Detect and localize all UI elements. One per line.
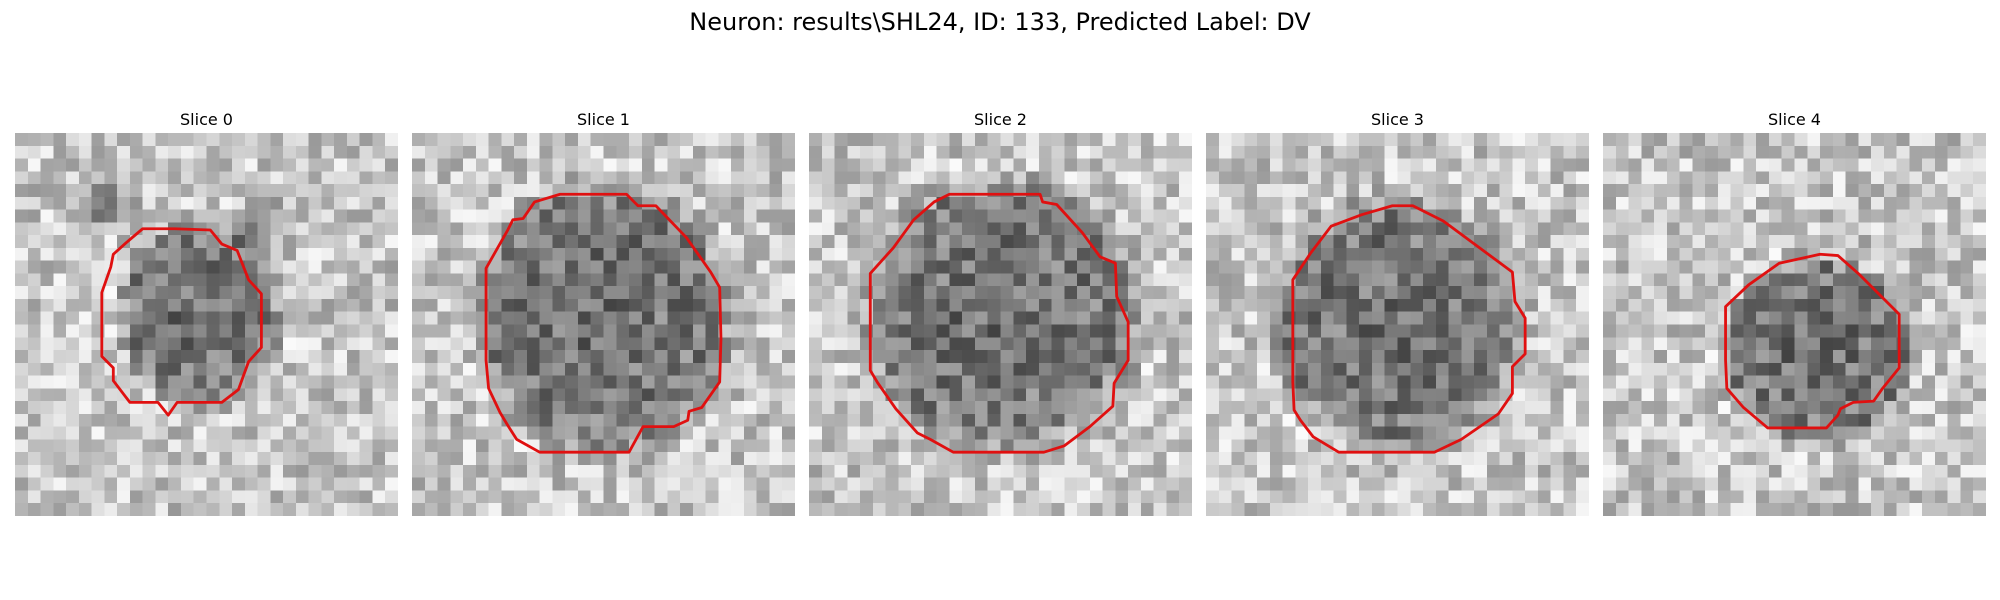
slice-panel-3: Slice 3 bbox=[1206, 110, 1589, 516]
figure-title: Neuron: results\SHL24, ID: 133, Predicte… bbox=[689, 8, 1311, 36]
cell-outline bbox=[868, 192, 1130, 454]
microscopy-slice-image bbox=[809, 133, 1192, 516]
slice-panel-0: Slice 0 bbox=[15, 110, 398, 516]
microscopy-slice-image bbox=[412, 133, 795, 516]
microscopy-slice-image bbox=[1206, 133, 1589, 516]
slice-title: Slice 1 bbox=[577, 110, 630, 129]
cell-outline bbox=[484, 192, 723, 454]
cell-outline bbox=[1724, 252, 1901, 430]
slice-panel-2: Slice 2 bbox=[809, 110, 1192, 516]
slice-panel-1: Slice 1 bbox=[412, 110, 795, 516]
slice-title: Slice 2 bbox=[974, 110, 1027, 129]
slice-title: Slice 3 bbox=[1371, 110, 1424, 129]
slice-panel-4: Slice 4 bbox=[1603, 110, 1986, 516]
slice-title: Slice 4 bbox=[1768, 110, 1821, 129]
slice-title: Slice 0 bbox=[180, 110, 233, 129]
cell-outline bbox=[1291, 204, 1527, 454]
microscopy-slice-image bbox=[15, 133, 398, 516]
microscopy-slice-image bbox=[1603, 133, 1986, 516]
cell-outline bbox=[100, 227, 263, 417]
